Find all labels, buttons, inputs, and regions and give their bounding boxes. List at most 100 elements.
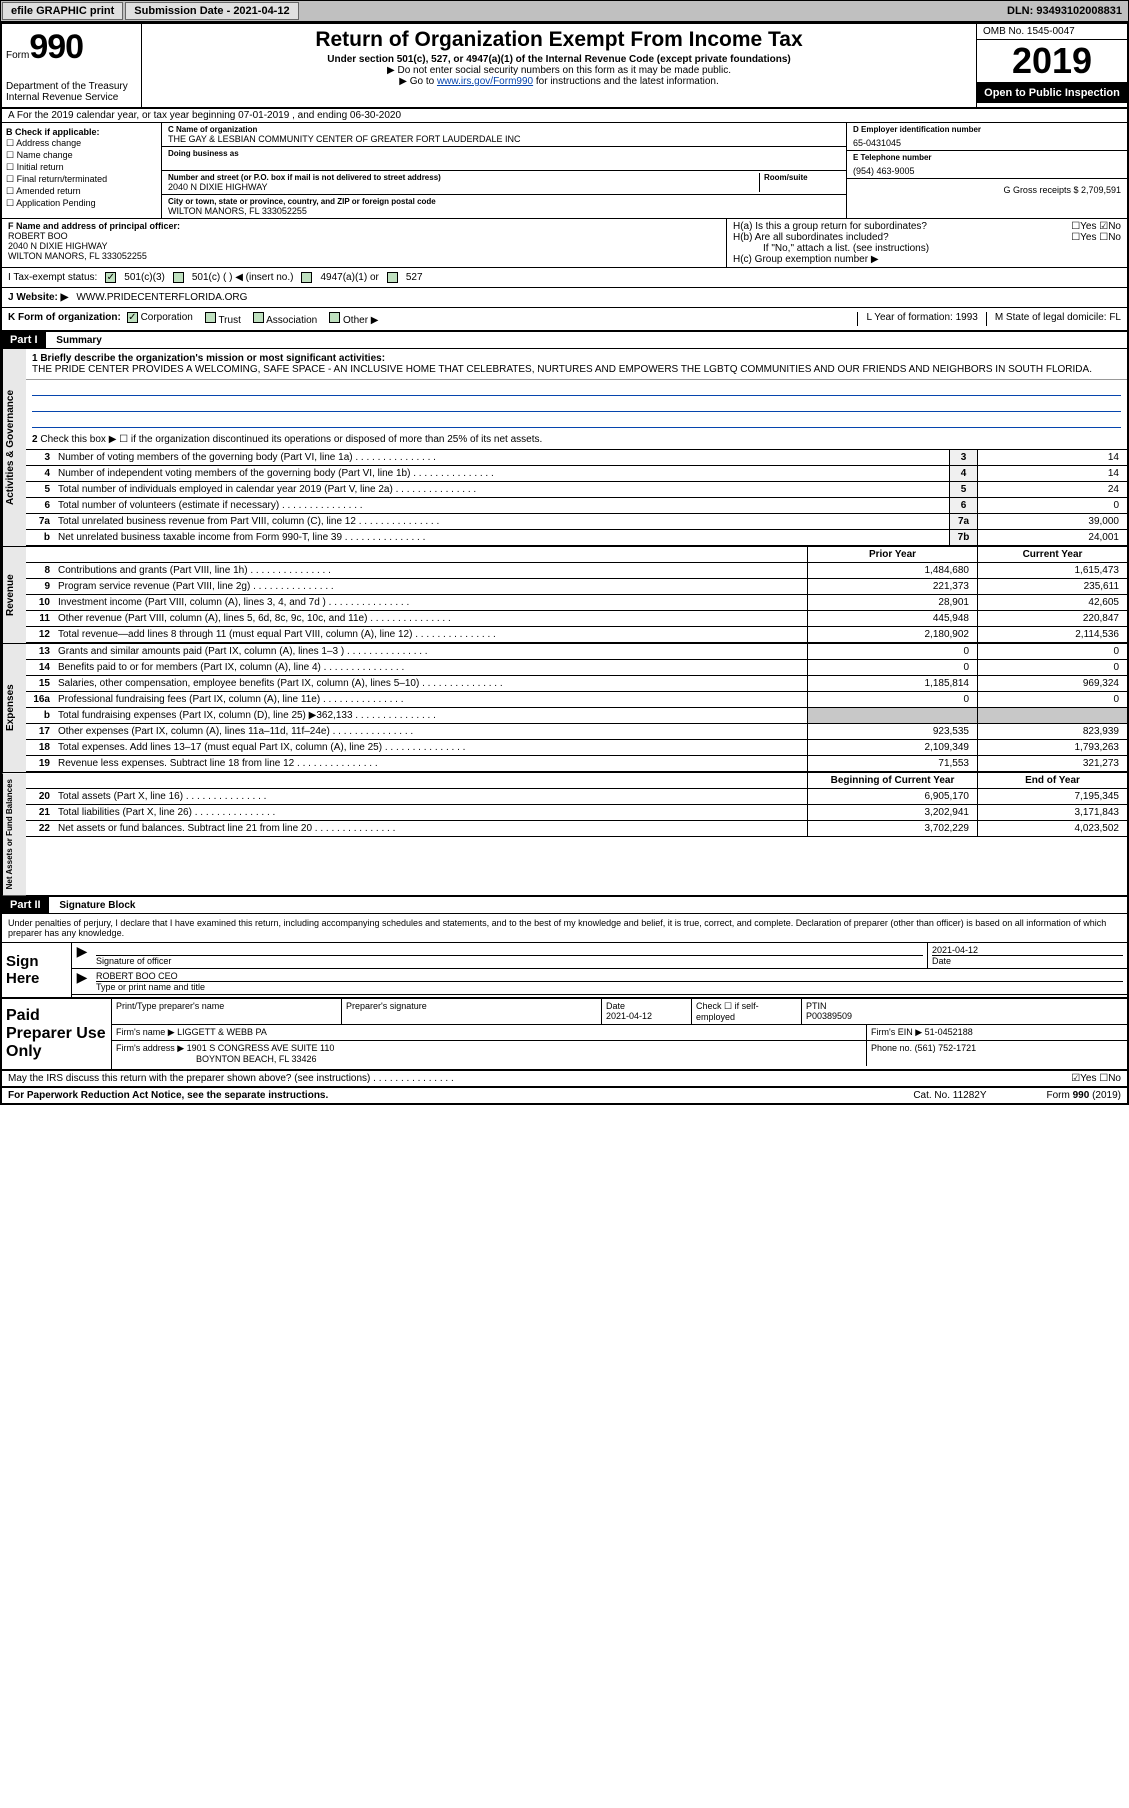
table-row: 22Net assets or fund balances. Subtract …	[26, 821, 1127, 837]
check-corporation[interactable]	[127, 312, 138, 323]
hb-yesno[interactable]: ☐Yes ☐No	[1071, 232, 1121, 243]
mission-line3	[32, 398, 1121, 412]
pra-notice: For Paperwork Reduction Act Notice, see …	[8, 1090, 328, 1101]
street-address: 2040 N DIXIE HIGHWAY	[168, 182, 755, 192]
check-initial-return[interactable]: ☐ Initial return	[6, 162, 157, 173]
note-goto: ▶ Go to www.irs.gov/Form990 for instruct…	[150, 76, 968, 87]
current-year-header: Current Year	[977, 547, 1127, 562]
firm-addr2: BOYNTON BEACH, FL 33426	[116, 1054, 317, 1064]
addr-label: Number and street (or P.O. box if mail i…	[168, 173, 755, 182]
side-expenses: Expenses	[2, 644, 26, 772]
org-name: THE GAY & LESBIAN COMMUNITY CENTER OF GR…	[168, 134, 840, 144]
phone-value: (954) 463-9005	[853, 162, 1121, 176]
table-row: 5Total number of individuals employed in…	[26, 482, 1127, 498]
side-revenue: Revenue	[2, 547, 26, 643]
form-subtitle: Under section 501(c), 527, or 4947(a)(1)…	[150, 54, 968, 65]
table-row: 14Benefits paid to or for members (Part …	[26, 660, 1127, 676]
e-phone-label: E Telephone number	[853, 153, 1121, 162]
part2-label: Part II	[2, 897, 49, 913]
ptin-value: P00389509	[806, 1011, 852, 1021]
irs-link[interactable]: www.irs.gov/Form990	[437, 76, 533, 87]
d-ein-label: D Employer identification number	[853, 125, 1121, 134]
check-address-change[interactable]: ☐ Address change	[6, 138, 157, 149]
k-label: K Form of organization:	[8, 312, 121, 326]
paid-preparer-label: Paid Preparer Use Only	[2, 999, 112, 1069]
table-row: 16aProfessional fundraising fees (Part I…	[26, 692, 1127, 708]
table-row: 4Number of independent voting members of…	[26, 466, 1127, 482]
submission-date-button[interactable]: Submission Date - 2021-04-12	[125, 2, 298, 20]
cat-no: Cat. No. 11282Y	[913, 1090, 986, 1101]
table-row: 12Total revenue—add lines 8 through 11 (…	[26, 627, 1127, 643]
firm-addr1: 1901 S CONGRESS AVE SUITE 110	[187, 1043, 335, 1053]
part2-title: Signature Block	[51, 900, 135, 911]
city-state-zip: WILTON MANORS, FL 333052255	[168, 206, 840, 216]
part1-title: Summary	[48, 335, 102, 346]
table-row: 6Total number of volunteers (estimate if…	[26, 498, 1127, 514]
sig-name: ROBERT BOO CEO	[96, 971, 1123, 981]
form-title: Return of Organization Exempt From Incom…	[150, 28, 968, 52]
check-application-pending[interactable]: ☐ Application Pending	[6, 198, 157, 209]
check-501c3[interactable]	[105, 272, 116, 283]
check-527[interactable]	[387, 272, 398, 283]
discuss-question: May the IRS discuss this return with the…	[8, 1073, 454, 1084]
hb-label: H(b) Are all subordinates included?	[733, 232, 889, 243]
city-label: City or town, state or province, country…	[168, 197, 840, 206]
m-state-domicile: M State of legal domicile: FL	[986, 312, 1121, 326]
check-final-return[interactable]: ☐ Final return/terminated	[6, 174, 157, 185]
table-row: 10Investment income (Part VIII, column (…	[26, 595, 1127, 611]
table-row: 18Total expenses. Add lines 13–17 (must …	[26, 740, 1127, 756]
c-label: C Name of organization	[168, 125, 840, 134]
perjury-declaration: Under penalties of perjury, I declare th…	[2, 914, 1127, 943]
hb-note: If "No," attach a list. (see instruction…	[733, 243, 1121, 254]
check-association[interactable]	[253, 312, 264, 323]
website-label: J Website: ▶	[8, 292, 68, 303]
table-row: 9Program service revenue (Part VIII, lin…	[26, 579, 1127, 595]
table-row: 13Grants and similar amounts paid (Part …	[26, 644, 1127, 660]
table-row: 15Salaries, other compensation, employee…	[26, 676, 1127, 692]
check-amended-return[interactable]: ☐ Amended return	[6, 186, 157, 197]
form-990-document: Form 990 Department of the Treasury Inte…	[0, 22, 1129, 1105]
f-label: F Name and address of principal officer:	[8, 221, 720, 231]
mission-line4	[32, 414, 1121, 428]
prior-year-header: Prior Year	[807, 547, 977, 562]
check-other[interactable]	[329, 312, 340, 323]
part1-label: Part I	[2, 332, 46, 348]
end-year-header: End of Year	[977, 773, 1127, 788]
table-row: 17Other expenses (Part IX, column (A), l…	[26, 724, 1127, 740]
check-501c[interactable]	[173, 272, 184, 283]
dln-text: DLN: 93493102008831	[1007, 5, 1128, 17]
side-net-assets: Net Assets or Fund Balances	[2, 773, 26, 895]
topbar: efile GRAPHIC print Submission Date - 20…	[0, 0, 1129, 22]
sig-date: 2021-04-12	[932, 945, 1123, 955]
beginning-year-header: Beginning of Current Year	[807, 773, 977, 788]
ein-value: 65-0431045	[853, 134, 1121, 148]
check-4947[interactable]	[301, 272, 312, 283]
prep-name-label: Print/Type preparer's name	[112, 999, 342, 1024]
note-ssn: ▶ Do not enter social security numbers o…	[150, 65, 968, 76]
prep-check-self[interactable]: Check ☐ if self-employed	[692, 999, 802, 1024]
officer-addr1: 2040 N DIXIE HIGHWAY	[8, 241, 720, 251]
tax-year: 2019	[977, 40, 1127, 83]
hc-label: H(c) Group exemption number ▶	[733, 254, 1121, 265]
check-trust[interactable]	[205, 312, 216, 323]
dept-treasury: Department of the Treasury Internal Reve…	[6, 81, 137, 103]
table-row: bTotal fundraising expenses (Part IX, co…	[26, 708, 1127, 724]
prep-sig-label: Preparer's signature	[342, 999, 602, 1024]
firm-phone: (561) 752-1721	[915, 1043, 977, 1053]
form-number: 990	[29, 28, 83, 67]
discuss-yesno[interactable]: ☑Yes ☐No	[1071, 1073, 1121, 1084]
ha-yesno[interactable]: ☐Yes ☑No	[1071, 221, 1121, 232]
table-row: bNet unrelated business taxable income f…	[26, 530, 1127, 546]
efile-button[interactable]: efile GRAPHIC print	[2, 2, 123, 20]
prep-date: 2021-04-12	[606, 1011, 652, 1021]
form-footer: Form 990 (2019)	[1047, 1090, 1121, 1101]
table-row: 11Other revenue (Part VIII, column (A), …	[26, 611, 1127, 627]
line2-checkbox: Check this box ▶ ☐ if the organization d…	[40, 434, 542, 445]
omb-number: OMB No. 1545-0047	[977, 24, 1127, 40]
line1-label: 1 Briefly describe the organization's mi…	[32, 353, 1121, 364]
table-row: 3Number of voting members of the governi…	[26, 450, 1127, 466]
firm-ein: 51-0452188	[925, 1027, 973, 1037]
form-word: Form	[6, 50, 29, 61]
check-name-change[interactable]: ☐ Name change	[6, 150, 157, 161]
dba-label: Doing business as	[168, 149, 840, 158]
